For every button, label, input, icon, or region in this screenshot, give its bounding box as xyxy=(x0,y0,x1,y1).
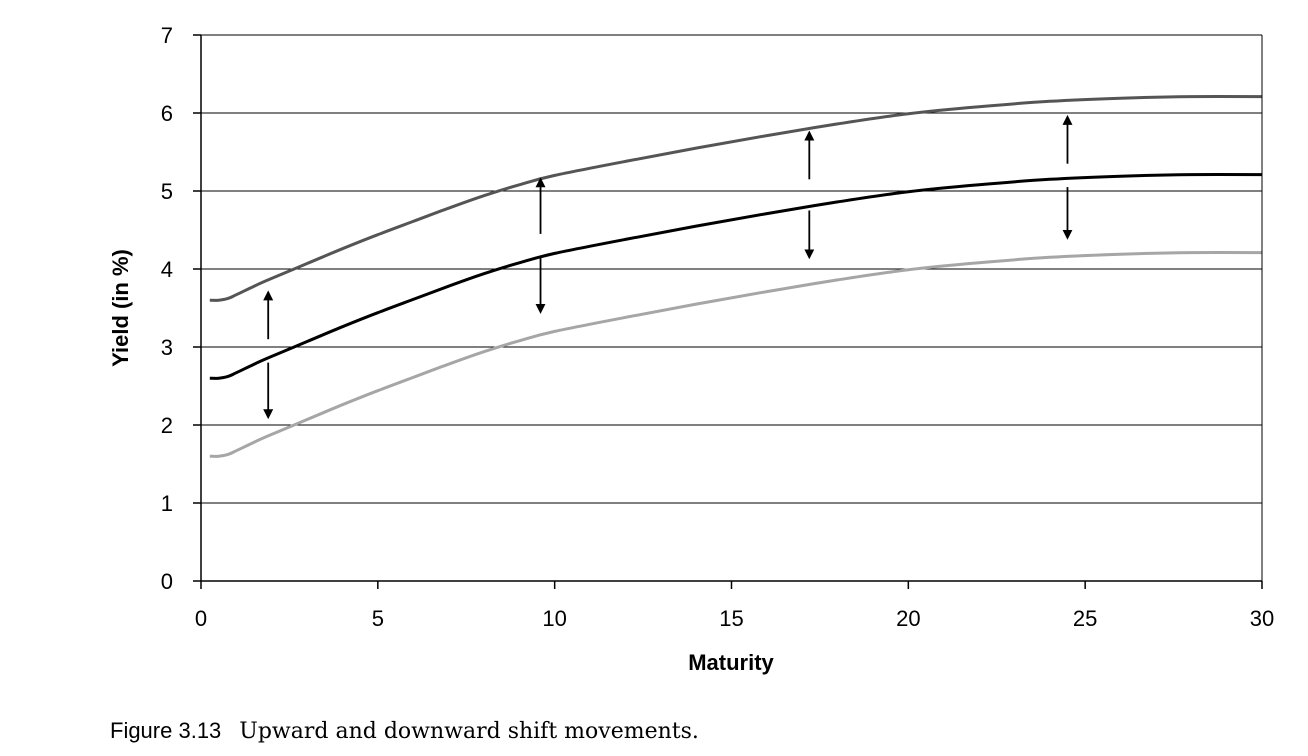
y-tick-label-7: 7 xyxy=(161,23,173,48)
y-tick-label-4: 4 xyxy=(161,257,173,282)
series-group xyxy=(209,95,1263,458)
x-tick-labels: 0 5 10 15 20 25 30 xyxy=(195,606,1274,631)
x-tick-label-25: 25 xyxy=(1073,606,1097,631)
y-tick-label-6: 6 xyxy=(161,101,173,126)
y-axis-title: Yield (in %) xyxy=(108,249,133,367)
y-tick-label-2: 2 xyxy=(161,413,173,438)
figure-label: Figure 3.13 xyxy=(110,718,222,743)
x-tick-label-30: 30 xyxy=(1250,606,1274,631)
yield-curve-chart: 0 1 2 3 4 5 6 7 0 5 10 15 20 25 30 Maturity Yield (in… xyxy=(108,23,1274,675)
y-tick-label-1: 1 xyxy=(161,491,173,516)
figure-caption-text: Upward and downward shift movements. xyxy=(239,719,699,744)
x-tick-label-20: 20 xyxy=(896,606,920,631)
series-line-2 xyxy=(209,173,1263,380)
figure-caption: Figure 3.13 Upward and downward shift mov… xyxy=(110,718,699,744)
y-tick-label-0: 0 xyxy=(161,569,173,594)
x-tick-label-10: 10 xyxy=(542,606,566,631)
series-line-3 xyxy=(209,251,1263,458)
gridlines xyxy=(201,34,1262,504)
y-tick-label-5: 5 xyxy=(161,179,173,204)
y-tick-labels: 0 1 2 3 4 5 6 7 xyxy=(161,23,173,594)
x-tick-label-0: 0 xyxy=(195,606,207,631)
x-axis-title: Maturity xyxy=(688,650,774,675)
x-tick-label-15: 15 xyxy=(719,606,743,631)
series-line-1 xyxy=(209,95,1263,302)
axes xyxy=(193,34,1263,589)
shift-arrows xyxy=(263,114,1073,420)
y-tick-label-3: 3 xyxy=(161,335,173,360)
x-tick-label-5: 5 xyxy=(372,606,384,631)
